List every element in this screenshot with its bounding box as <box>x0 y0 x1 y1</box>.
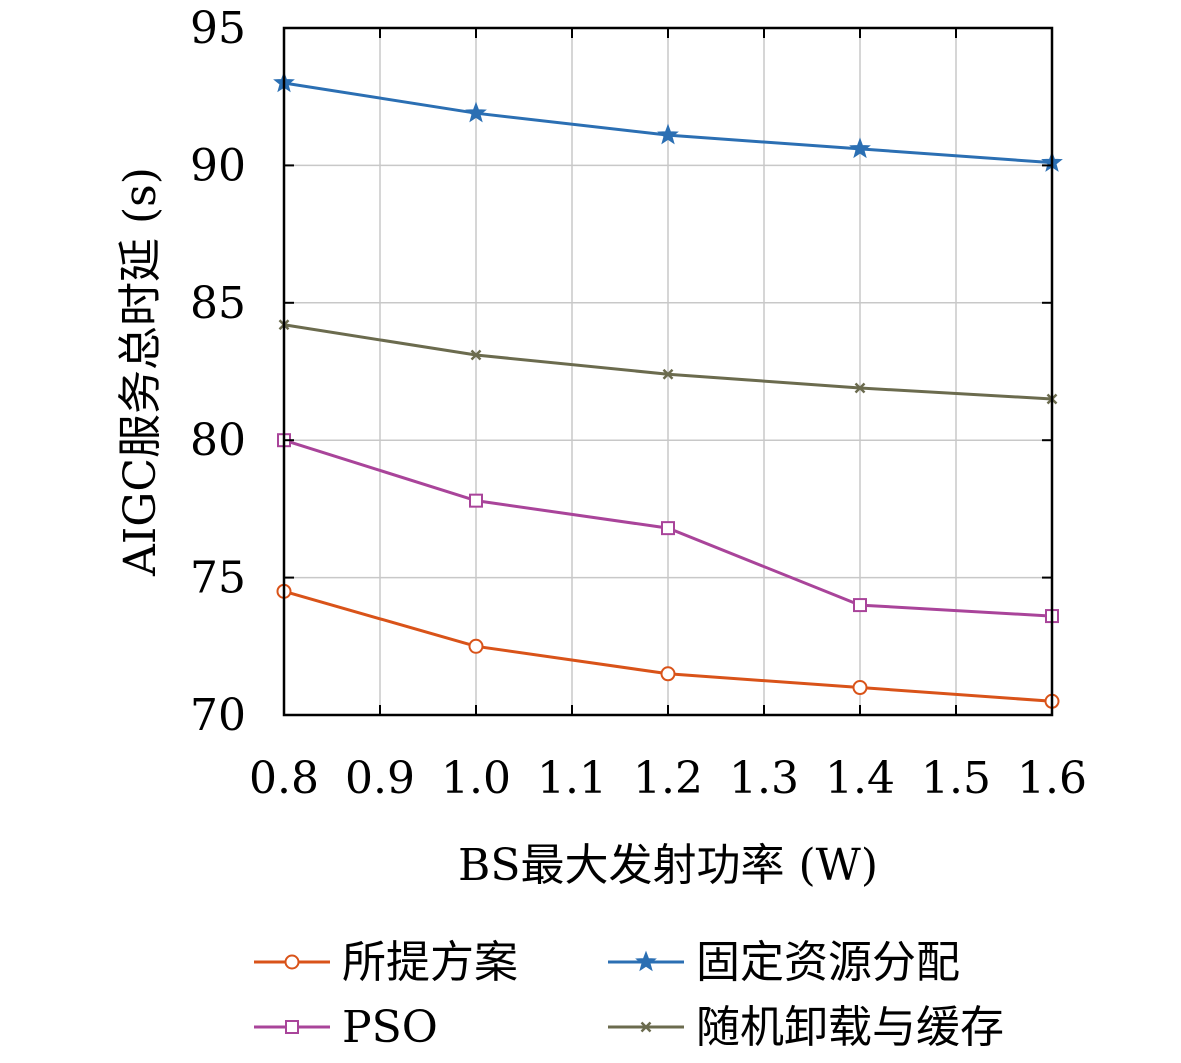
x-tick-label: 1.5 <box>921 753 991 804</box>
data-point <box>657 123 679 145</box>
series-layer <box>273 71 1063 709</box>
data-point <box>662 368 674 380</box>
y-tick-label: 90 <box>190 140 246 191</box>
x-tick-label: 1.4 <box>825 753 895 804</box>
legend-item: 固定资源分配 <box>608 937 960 988</box>
y-tick-label: 70 <box>190 690 246 741</box>
legend-marker <box>285 1020 299 1034</box>
series-2 <box>277 433 1059 624</box>
x-tick-label: 1.0 <box>441 753 511 804</box>
y-tick-label: 95 <box>190 3 246 54</box>
legend: 所提方案 固定资源分配 PSO 随机卸载与缓存 <box>254 937 1004 1053</box>
data-point <box>854 382 866 394</box>
data-point <box>465 101 487 123</box>
data-point <box>853 598 867 613</box>
x-tick-label: 0.8 <box>249 753 319 804</box>
legend-item: 所提方案 <box>254 937 518 988</box>
x-tick-label: 0.9 <box>345 753 415 804</box>
data-point <box>470 349 482 361</box>
data-point <box>661 521 675 536</box>
legend-item: PSO <box>254 1002 438 1053</box>
data-point <box>660 666 676 682</box>
legend-label: 所提方案 <box>342 937 518 988</box>
y-axis-label: AIGC服务总时延 (s) <box>115 167 166 577</box>
data-point <box>852 680 868 696</box>
legend-label: 随机卸载与缓存 <box>696 1002 1004 1053</box>
data-point <box>469 493 483 508</box>
legend-label: PSO <box>342 1002 438 1053</box>
legend-label: 固定资源分配 <box>696 937 960 988</box>
legend-marker <box>284 954 300 970</box>
axis-ticks: 0.8 0.9 1.0 1.1 1.2 1.3 1.4 1.5 1.6 70 75 80 85 90 95 <box>190 3 1087 804</box>
x-axis-label: BS最大发射功率 (W) <box>458 840 878 891</box>
legend-marker <box>635 950 657 972</box>
legend-marker <box>640 1021 652 1033</box>
x-tick-label: 1.1 <box>537 753 607 804</box>
legend-item: 随机卸载与缓存 <box>608 1002 1004 1053</box>
data-point <box>468 638 484 654</box>
x-tick-label: 1.6 <box>1017 753 1087 804</box>
y-tick-label: 80 <box>190 415 246 466</box>
data-point <box>849 137 871 159</box>
x-tick-label: 1.2 <box>633 753 703 804</box>
x-tick-label: 1.3 <box>729 753 799 804</box>
y-tick-label: 85 <box>190 278 246 329</box>
y-tick-label: 75 <box>190 553 246 604</box>
